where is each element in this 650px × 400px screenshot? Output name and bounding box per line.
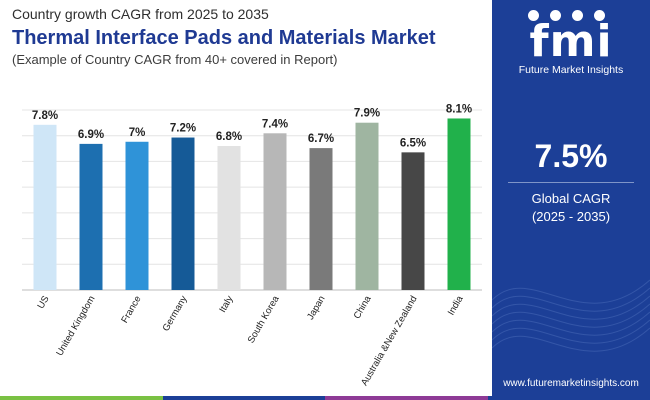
bar-india: [447, 118, 471, 291]
x-tick-label: United Kingdom: [54, 294, 97, 358]
data-label: 7.2%: [170, 123, 196, 135]
bar-us: [33, 124, 57, 290]
logo-wordmark: fmi: [529, 16, 613, 67]
bar-south-korea: [263, 133, 287, 290]
logo-circle-icon: [528, 10, 539, 21]
bar-australia-new-zealand: [401, 152, 425, 290]
data-label: 6.5%: [400, 137, 426, 149]
data-label: 7.8%: [32, 110, 58, 122]
data-labels: 7.8% 6.9% 7% 7.2% 6.8% 7.4% 6.7% 7.9% 6.5% 8.1%: [32, 103, 472, 149]
global-cagr-label: Global CAGR: [531, 191, 611, 206]
x-tick-label: Japan: [305, 294, 327, 322]
data-label: 8.1%: [446, 103, 472, 115]
logo-icons: [524, 10, 624, 24]
data-label: 7%: [129, 127, 146, 139]
bar-chart: 7.8% 6.9% 7% 7.2% 6.8% 7.4% 6.7% 7.9% 6.5% 8.1% U…: [22, 103, 482, 388]
x-tick-label: France: [119, 294, 143, 325]
x-tick-label: Germany: [161, 294, 190, 334]
subtitle-top: Country growth CAGR from 2025 to 2035: [12, 6, 269, 22]
x-tick-label: Italy: [217, 294, 235, 315]
logo-circle-icon: [594, 10, 605, 21]
logo-subtitle: Future Market Insights: [518, 64, 624, 76]
fmi-logo: fmi Future Market Insights: [492, 8, 650, 78]
bar-italy: [217, 146, 241, 290]
bar-france: [125, 141, 149, 290]
data-label: 7.4%: [262, 118, 288, 130]
strip-segment: [487, 396, 650, 400]
data-label: 6.7%: [308, 133, 334, 145]
bar-germany: [171, 137, 195, 290]
strip-segment: [325, 396, 488, 400]
x-tick-labels: US United Kingdom France Germany Italy South …: [35, 293, 465, 387]
logo-circle-icon: [572, 10, 583, 21]
x-tick-label: South Korea: [246, 293, 282, 345]
header: Country growth CAGR from 2025 to 2035 Th…: [12, 6, 482, 68]
website-link[interactable]: www.futuremarketinsights.com: [503, 378, 639, 389]
bar-japan: [309, 148, 333, 290]
data-label: 7.9%: [354, 108, 380, 120]
data-label: 6.9%: [78, 129, 104, 141]
page-title: Thermal Interface Pads and Materials Mar…: [12, 27, 436, 49]
bars: [33, 118, 471, 291]
divider: [508, 182, 634, 183]
subtitle-bottom: (Example of Country CAGR from 40+ covere…: [12, 52, 338, 67]
data-label: 6.8%: [216, 131, 242, 143]
logo-circle-icon: [550, 10, 561, 21]
decorative-wave: [492, 279, 650, 352]
x-tick-label: US: [35, 294, 51, 311]
bar-united-kingdom: [79, 143, 103, 290]
x-tick-label: India: [446, 293, 466, 317]
x-tick-label: China: [352, 293, 374, 321]
global-cagr-period: (2025 - 2035): [531, 209, 611, 224]
global-cagr-value: 7.5%: [534, 138, 608, 174]
bottom-color-strip: [0, 396, 650, 400]
bar-china: [355, 122, 379, 291]
strip-segment: [0, 396, 163, 400]
sidebar-panel: fmi Future Market Insights 7.5% Global C…: [492, 0, 650, 400]
strip-segment: [162, 396, 325, 400]
